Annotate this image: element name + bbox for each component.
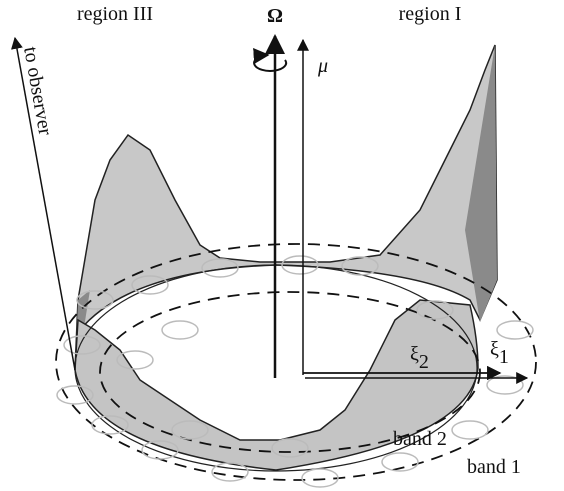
diagram: region III Ω region I μ⃗ to observer ξ2 … — [0, 0, 564, 491]
rotation-symbol — [254, 55, 286, 71]
band-label: band 2 — [393, 428, 447, 450]
subscript: 1 — [499, 346, 509, 368]
band-label: band 1 — [467, 456, 521, 478]
subscript: 2 — [419, 351, 429, 373]
region-label: region III — [77, 3, 153, 25]
region-label: region I — [399, 3, 462, 25]
xi1-label: ξ1 — [490, 338, 509, 368]
symbol: ξ — [410, 343, 419, 365]
symbol: ξ — [490, 338, 499, 360]
mu-label: μ⃗ — [317, 55, 344, 77]
omega-label: Ω — [267, 5, 283, 27]
